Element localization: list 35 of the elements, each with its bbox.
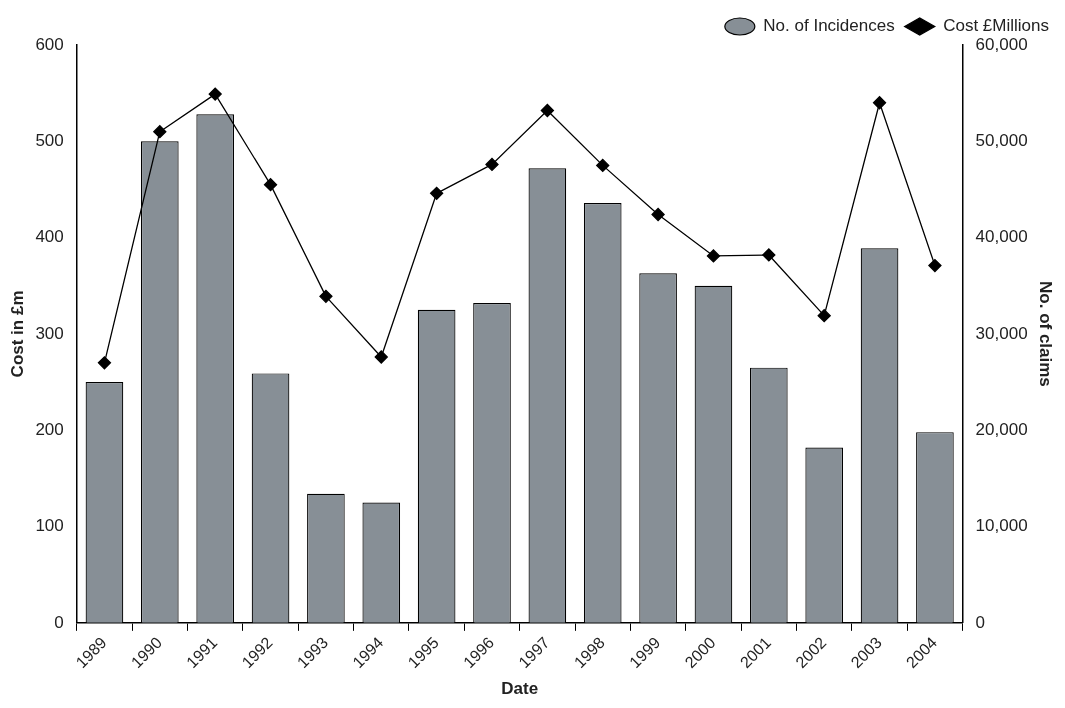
point	[374, 350, 388, 364]
y-tick-label: 100	[35, 516, 64, 536]
y-axis-title: Cost in £m	[7, 290, 27, 378]
y-tick-label: 300	[35, 323, 64, 343]
y2-tick-label: 50,000	[975, 131, 1028, 150]
y2-tick-label: 20,000	[975, 419, 1028, 439]
point	[485, 157, 499, 172]
point	[872, 96, 887, 110]
y-tick-label: 600	[35, 34, 64, 54]
point	[928, 258, 942, 273]
y-tick-label: 500	[35, 131, 64, 150]
y-tick-label: 400	[35, 227, 64, 247]
legend-label: Cost £Millions	[943, 16, 1049, 36]
point	[540, 103, 555, 118]
point	[208, 87, 222, 101]
y-tick-label: 0	[54, 612, 64, 632]
legend-label: No. of Incidences	[763, 16, 895, 36]
point	[153, 125, 167, 139]
point	[97, 356, 112, 370]
x-axis-title: Date	[501, 679, 539, 699]
y2-tick-label: 10,000	[975, 516, 1028, 536]
y2-tick-label: 40,000	[975, 227, 1028, 247]
y2-tick-label: 0	[975, 612, 986, 632]
point	[319, 289, 333, 304]
point	[762, 248, 776, 262]
point	[263, 178, 278, 192]
point	[817, 308, 831, 323]
point	[706, 249, 721, 263]
y-tick-label: 200	[35, 419, 64, 439]
point	[596, 158, 610, 173]
point	[651, 207, 665, 222]
point	[429, 186, 444, 200]
y2-axis-title: No. of claims	[1036, 281, 1056, 387]
y2-tick-label: 30,000	[975, 323, 1028, 343]
y2-tick-label: 60,000	[975, 34, 1028, 54]
